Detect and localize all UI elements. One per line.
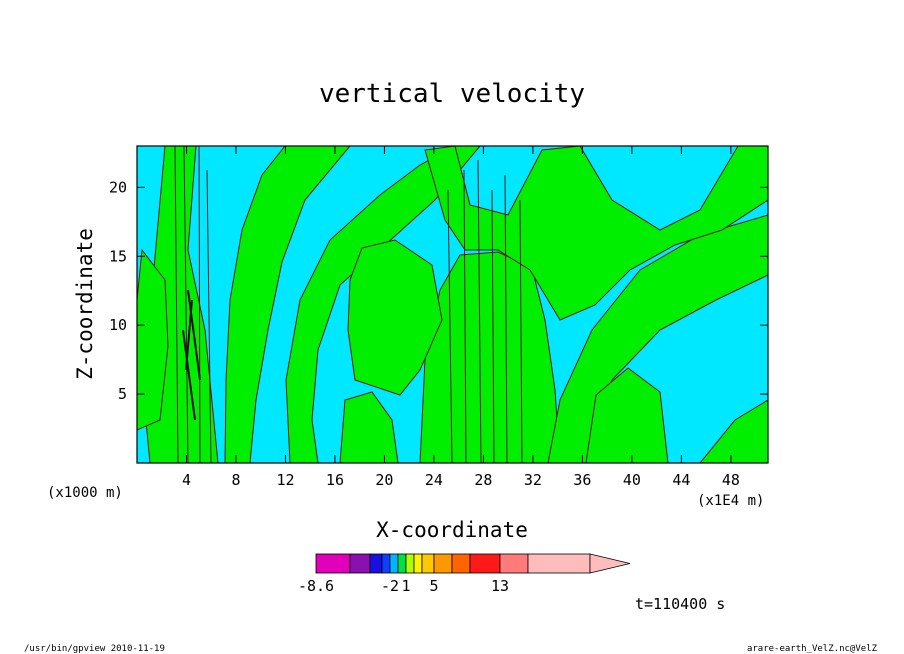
contour-line <box>504 174 508 463</box>
x-tick-label: 16 <box>326 471 344 489</box>
x-tick-label: 20 <box>375 471 393 489</box>
x-unit-note: (x1E4 m) <box>697 493 764 509</box>
y-axis: 5 10 15 20 <box>109 178 768 403</box>
y-tick-label: 15 <box>109 247 127 265</box>
footer-right: arare-earth_VelZ.nc@VelZ <box>747 644 878 654</box>
x-tick-label: 36 <box>573 471 591 489</box>
positive-region <box>424 146 768 321</box>
colorbar-segment <box>469 553 501 574</box>
contour-line <box>491 189 495 463</box>
x-tick-label: 40 <box>623 471 641 489</box>
colorbar-tick-label: 5 <box>429 577 438 595</box>
contour-line <box>519 199 523 463</box>
contour-line <box>206 169 212 463</box>
colorbar-segment <box>527 553 591 574</box>
contour-line <box>198 146 201 463</box>
y-tick-label: 20 <box>109 178 127 196</box>
colorbar-tick-label: 13 <box>491 577 509 595</box>
positive-region <box>347 239 443 396</box>
x-axis-label: X-coordinate <box>376 518 528 542</box>
colorbar-segment <box>421 553 435 574</box>
colorbar-segment <box>451 553 471 574</box>
colorbar-segment <box>397 553 407 574</box>
chart-title: vertical velocity <box>319 79 585 109</box>
contour-line <box>463 169 467 463</box>
colorbar-segment <box>389 553 399 574</box>
contour-line <box>183 146 189 463</box>
x-tick-label: 4 <box>182 471 191 489</box>
contour-line <box>477 159 482 463</box>
positive-region <box>285 146 481 463</box>
colorbar-segment <box>315 553 351 574</box>
x-tick-label: 8 <box>231 471 240 489</box>
positive-region <box>224 146 351 463</box>
time-label: t=110400 s <box>635 595 725 613</box>
x-tick-label: 24 <box>425 471 443 489</box>
x-tick-label: 12 <box>276 471 294 489</box>
colorbar-segment <box>381 553 391 574</box>
x-tick-label: 44 <box>672 471 690 489</box>
colorbar-segment <box>405 553 415 574</box>
colorbar-tick-label: 1 <box>401 577 410 595</box>
footer-left: /usr/bin/gpview 2010-11-19 <box>24 644 165 654</box>
y-tick-label: 5 <box>118 385 127 403</box>
colorbar-segment <box>369 553 383 574</box>
contour-line <box>187 289 201 381</box>
x-axis: 4 8 12 16 20 24 28 32 36 40 44 48 <box>182 146 740 489</box>
positive-region <box>339 391 399 463</box>
colorbar-segment <box>413 553 423 574</box>
plot-frame <box>136 145 769 464</box>
colorbar-tick-label: -2 <box>381 577 399 595</box>
contour-line <box>174 146 179 463</box>
colorbar-labels: -8.6 -2 1 5 13 <box>298 577 509 595</box>
contour-line <box>182 329 196 421</box>
contour-layer <box>137 146 768 463</box>
colorbar-extend-arrow <box>589 553 631 574</box>
y-axis-label: Z-coordinate <box>73 228 97 380</box>
plot-area <box>136 145 769 464</box>
positive-region <box>137 248 169 431</box>
x-tick-label: 32 <box>524 471 542 489</box>
y-tick-label: 10 <box>109 316 127 334</box>
x-scale-note: (x1000 m) <box>47 485 123 501</box>
positive-region <box>699 399 768 463</box>
colorbar-segment <box>433 553 453 574</box>
x-tick-label: 48 <box>722 471 740 489</box>
colorbar-segment <box>349 553 371 574</box>
colorbar-segment <box>499 553 529 574</box>
contour-line <box>447 189 453 463</box>
colorbar-tick-label: -8.6 <box>298 577 334 595</box>
colorbar <box>315 553 631 574</box>
contour-line <box>185 299 193 371</box>
positive-region <box>585 367 669 463</box>
x-tick-label: 28 <box>474 471 492 489</box>
